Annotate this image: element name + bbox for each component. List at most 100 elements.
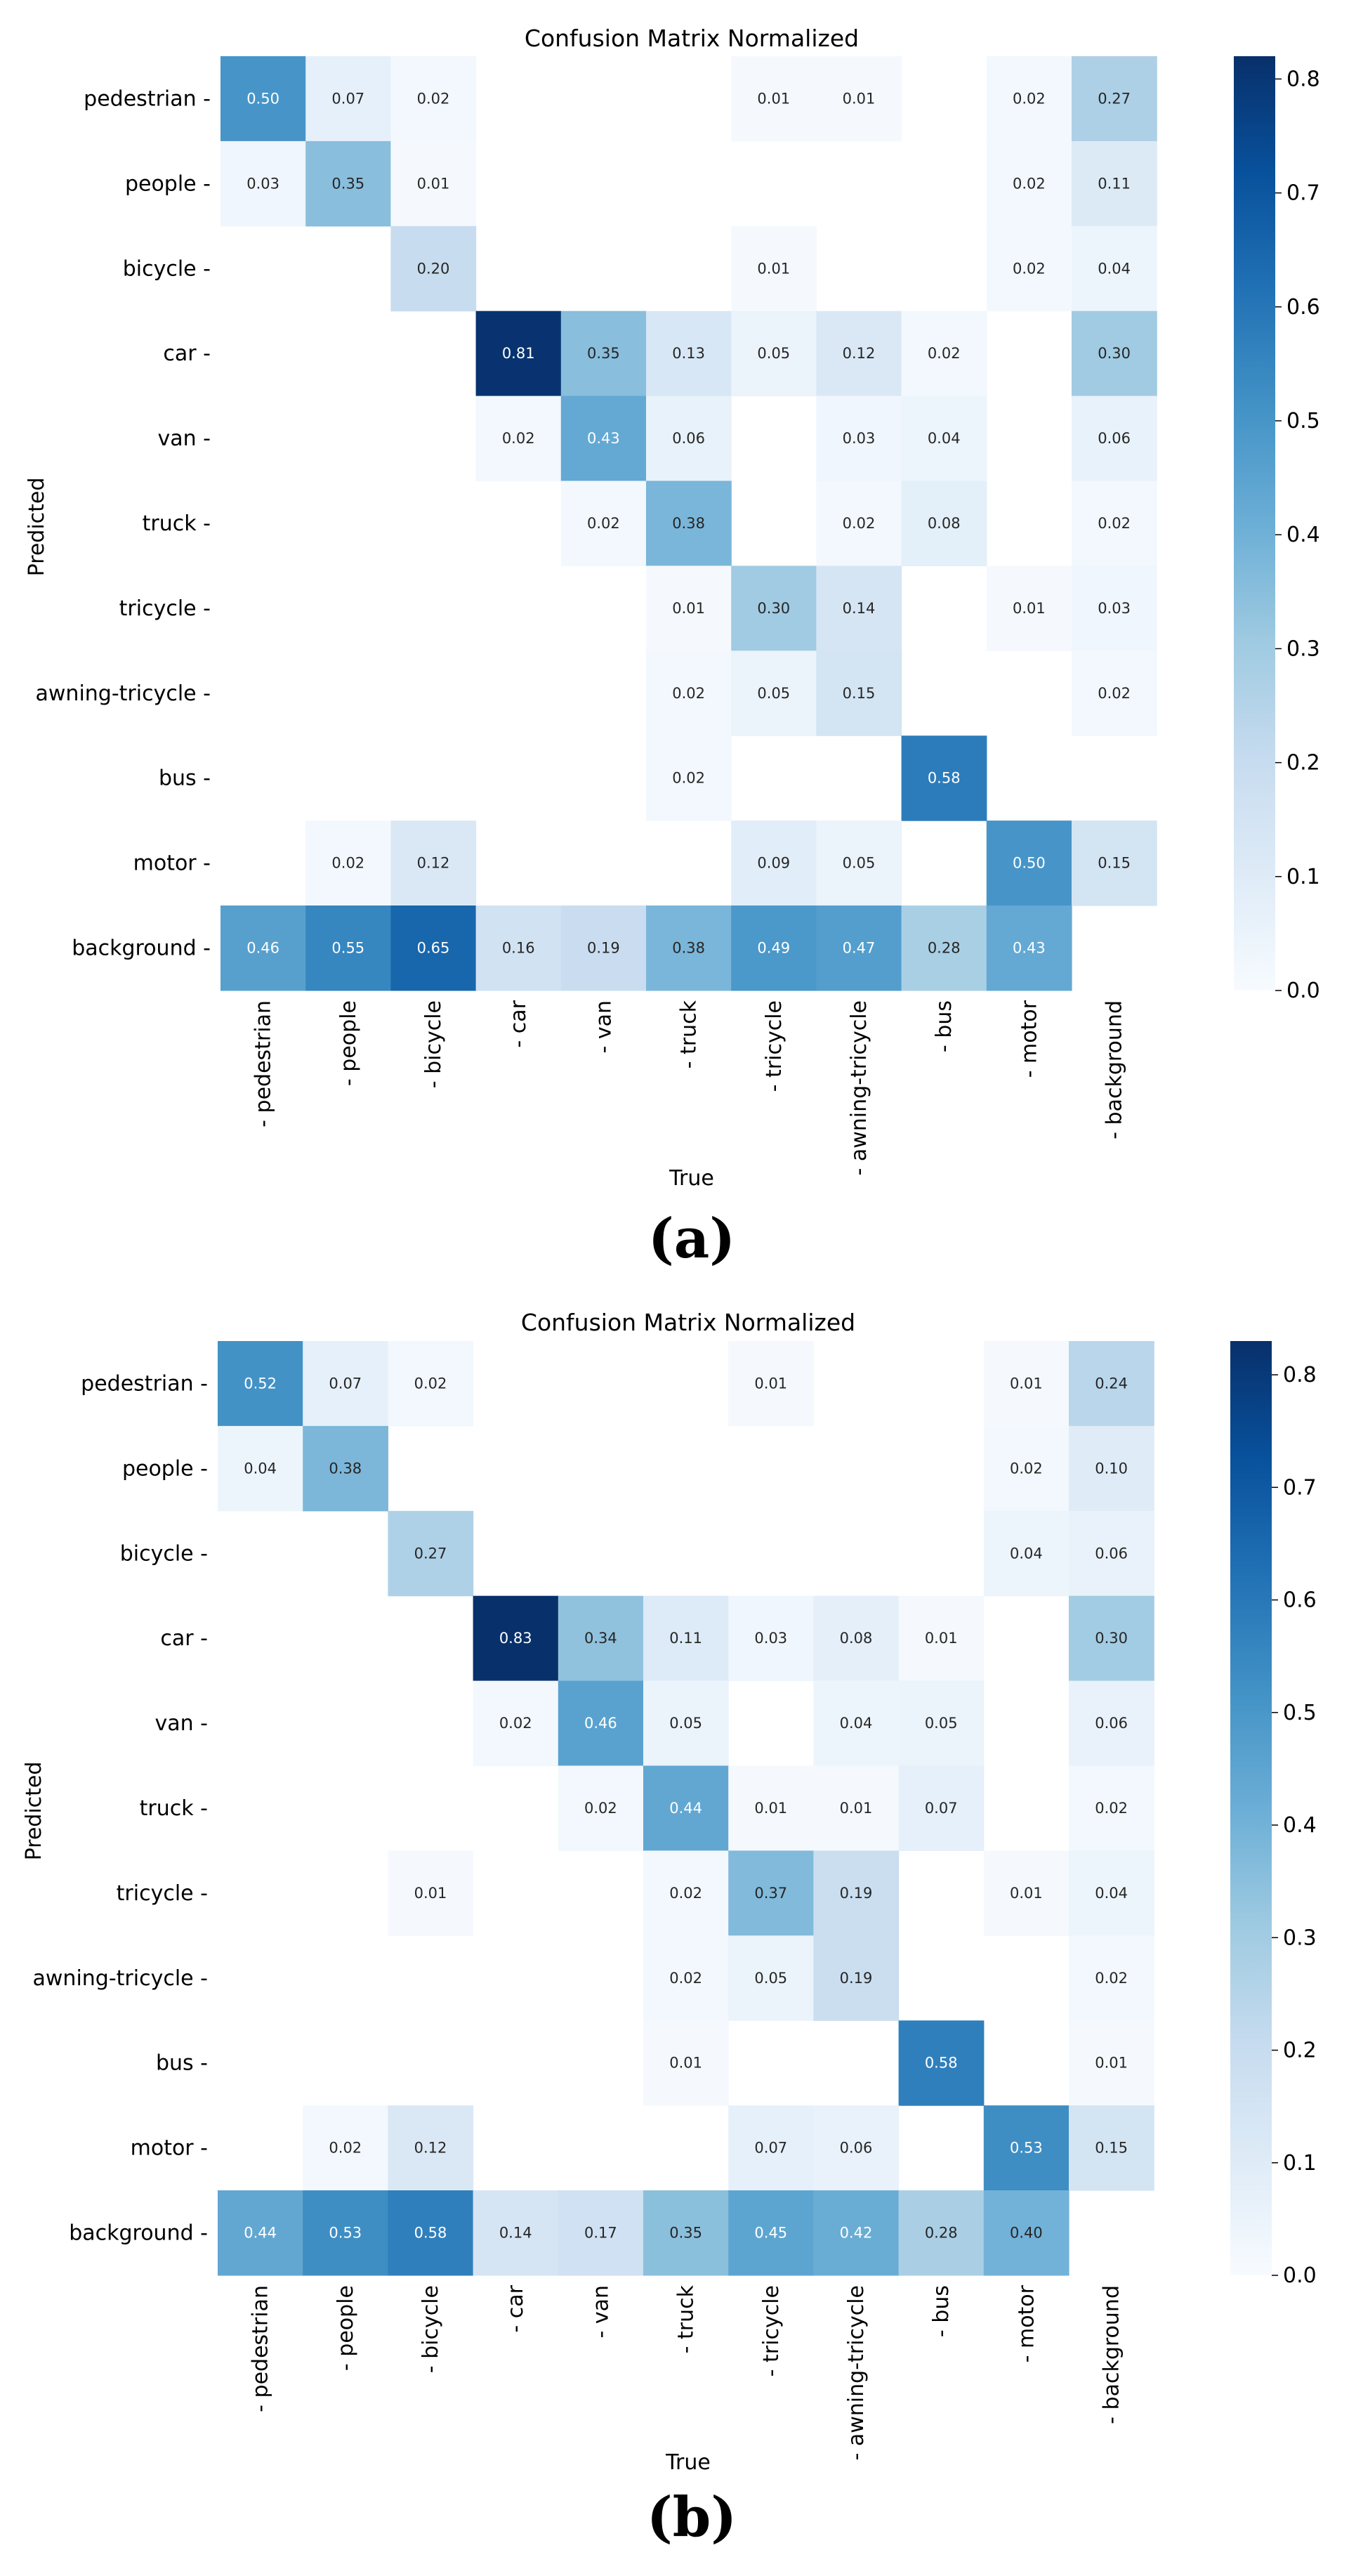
heatmap-cell	[643, 1935, 729, 2021]
cell-value-label: 0.83	[499, 1630, 532, 1647]
heatmap-cell	[390, 56, 477, 142]
heatmap-cell	[646, 735, 732, 821]
heatmap-cell	[558, 1765, 644, 1851]
cell-value-label: 0.05	[757, 345, 790, 362]
heatmap-cell	[220, 905, 306, 991]
heatmap-cell	[1069, 1595, 1154, 1682]
y-tick-labels: pedestrian - people - bicycle - car - van - t…	[36, 86, 211, 960]
heatmap-cell	[816, 480, 902, 566]
x-tick-label: - bicycle	[421, 1000, 446, 1088]
heatmap-cell	[390, 905, 477, 991]
y-tick-label: people -	[125, 171, 211, 196]
heatmap-cell	[646, 480, 732, 566]
y-axis-label: Predicted	[25, 478, 49, 577]
heatmap-cell	[898, 1765, 985, 1851]
heatmap-cell	[218, 1425, 303, 1512]
heatmap-cell	[898, 2020, 985, 2106]
cell-value-label: 0.02	[843, 515, 876, 532]
cell-value-label: 0.38	[672, 939, 705, 956]
cell-value-label: 0.02	[1013, 175, 1046, 192]
x-tick-label: - tricycle	[762, 1000, 786, 1092]
y-tick-labels: pedestrian - people - bicycle - car - van - t…	[33, 1371, 208, 2245]
heatmap-cell	[728, 1595, 814, 1682]
cell-value-label: 0.14	[843, 600, 876, 617]
x-tick-label: - tricycle	[759, 2285, 784, 2376]
cell-value-label: 0.08	[928, 515, 961, 532]
heatmap-cell	[898, 1680, 985, 1767]
cell-value-label: 0.30	[1095, 1630, 1128, 1647]
cell-value-label: 0.65	[417, 939, 450, 956]
cell-value-label: 0.03	[843, 430, 876, 447]
colorbar-tick-label: 0.0	[1286, 979, 1320, 1003]
cell-value-label: 0.03	[1098, 600, 1131, 617]
heatmap-cell	[1069, 1341, 1154, 1427]
heatmap-cell	[1069, 1425, 1154, 1512]
heatmap-cell	[731, 310, 817, 397]
cell-value-label: 0.06	[1095, 1715, 1128, 1732]
heatmap-cell	[731, 565, 817, 651]
heatmap-cell	[646, 565, 732, 651]
cell-value-label: 0.38	[329, 1460, 362, 1477]
colorbar-tick-label: 0.6	[1286, 295, 1320, 320]
cell-value-label: 0.43	[1013, 939, 1046, 956]
cell-value-label: 0.02	[1013, 260, 1046, 277]
heatmap-cell	[728, 2105, 814, 2191]
heatmap-cell	[388, 2105, 474, 2191]
cell-value-label: 0.11	[1098, 175, 1131, 192]
x-tick-label: - car	[506, 1000, 531, 1047]
heatmap-cell	[1072, 650, 1157, 736]
cell-value-label: 0.20	[417, 260, 450, 277]
y-tick-label: van -	[157, 426, 211, 451]
colorbar-tick-label: 0.3	[1286, 636, 1320, 661]
cell-value-label: 0.04	[840, 1715, 873, 1732]
cell-value-label: 0.27	[414, 1545, 447, 1562]
cell-value-label: 0.28	[928, 939, 961, 956]
heatmap-cell	[1072, 56, 1157, 142]
heatmap-cell	[303, 2190, 388, 2276]
x-tick-label: - motor	[1014, 2284, 1039, 2362]
cell-value-label: 0.27	[1098, 90, 1131, 107]
heatmap-cell	[643, 2190, 729, 2276]
cell-value-label: 0.12	[843, 345, 876, 362]
y-tick-label: bicycle -	[120, 1541, 208, 1566]
cell-value-label: 0.38	[672, 515, 705, 532]
panel-b: Confusion Matrix Normalized 0.52 0.07 0.02…	[22, 1309, 1317, 2549]
x-tick-label: - awning-tricycle	[847, 1000, 871, 1175]
cell-value-label: 0.34	[584, 1630, 617, 1647]
heatmap-cell	[475, 310, 562, 397]
cell-value-label: 0.44	[669, 1800, 702, 1817]
y-tick-label: motor -	[133, 851, 211, 876]
cell-value-label: 0.01	[757, 260, 790, 277]
x-tick-labels: - pedestrian - people - bicycle - car - van -…	[251, 1000, 1127, 1175]
heatmap-cell	[898, 1595, 985, 1682]
cell-value-label: 0.06	[1098, 430, 1131, 447]
heatmap-cell	[731, 650, 817, 736]
cell-value-label: 0.13	[672, 345, 705, 362]
heatmap-cell	[218, 2190, 303, 2276]
heatmap-cell	[1069, 1680, 1154, 1767]
cell-value-label: 0.02	[1098, 515, 1131, 532]
cell-value-label: 0.02	[1098, 685, 1131, 702]
heatmap-cell	[728, 1850, 814, 1936]
cell-value-label: 0.01	[843, 90, 876, 107]
y-tick-label: pedestrian -	[81, 1371, 208, 1396]
cell-value-label: 0.11	[669, 1630, 702, 1647]
cell-value-label: 0.06	[1095, 1545, 1128, 1562]
cell-value-label: 0.01	[417, 175, 450, 192]
heatmap-cell	[473, 1595, 559, 1682]
heatmap-cell	[813, 1850, 900, 1936]
heatmap-cell	[816, 905, 902, 991]
heatmap-cell	[986, 140, 1072, 227]
heatmap-cell	[1069, 1765, 1154, 1851]
cell-value-label: 0.07	[754, 2140, 787, 2157]
heatmap-cell	[813, 1935, 900, 2021]
cell-value-label: 0.02	[672, 685, 705, 702]
heatmap-cell	[898, 2190, 985, 2276]
panel-a: Confusion Matrix Normalized 0.50 0.07 0.02…	[25, 25, 1320, 1271]
colorbar-tick-label: 0.7	[1286, 181, 1320, 206]
y-tick-label: van -	[154, 1711, 208, 1736]
heatmap-cell	[1069, 1935, 1154, 2021]
heatmap-cell	[388, 1341, 474, 1427]
heatmap-cell	[303, 2105, 388, 2191]
cell-value-label: 0.09	[757, 855, 790, 872]
